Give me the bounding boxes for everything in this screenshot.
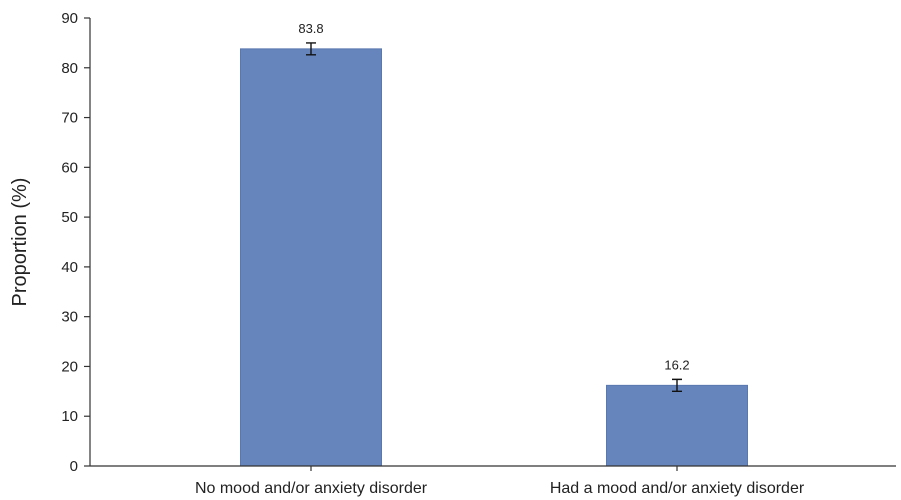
error-bars-group <box>306 42 682 393</box>
bar <box>240 48 382 467</box>
error-bar <box>672 378 682 393</box>
x-categories-group: No mood and/or anxiety disorder Had a moo… <box>195 466 805 497</box>
y-axis-title: Proportion (%) <box>9 178 31 307</box>
value-labels-group: 83.8 16.2 <box>298 21 689 372</box>
x-category-label: Had a mood and/or anxiety disorder <box>550 480 805 497</box>
error-bar <box>306 42 316 56</box>
y-tick-label: 60 <box>61 159 78 176</box>
bar <box>606 384 748 467</box>
y-tick-label: 90 <box>61 10 78 27</box>
x-category-label: No mood and/or anxiety disorder <box>195 480 428 497</box>
y-tick-label: 70 <box>61 110 78 127</box>
y-tick-label: 50 <box>61 209 78 226</box>
y-tick-label: 40 <box>61 259 78 276</box>
y-tick-label: 30 <box>61 309 78 326</box>
y-tick-label: 20 <box>61 358 78 375</box>
y-ticks-group: 0 10 20 30 40 50 60 70 80 90 <box>61 10 90 475</box>
y-tick-label: 10 <box>61 408 78 425</box>
y-tick-label: 80 <box>61 60 78 77</box>
bars-group <box>240 48 748 467</box>
y-tick-label: 0 <box>70 458 78 475</box>
bar-value-label: 83.8 <box>298 21 323 36</box>
bar-value-label: 16.2 <box>664 357 689 372</box>
